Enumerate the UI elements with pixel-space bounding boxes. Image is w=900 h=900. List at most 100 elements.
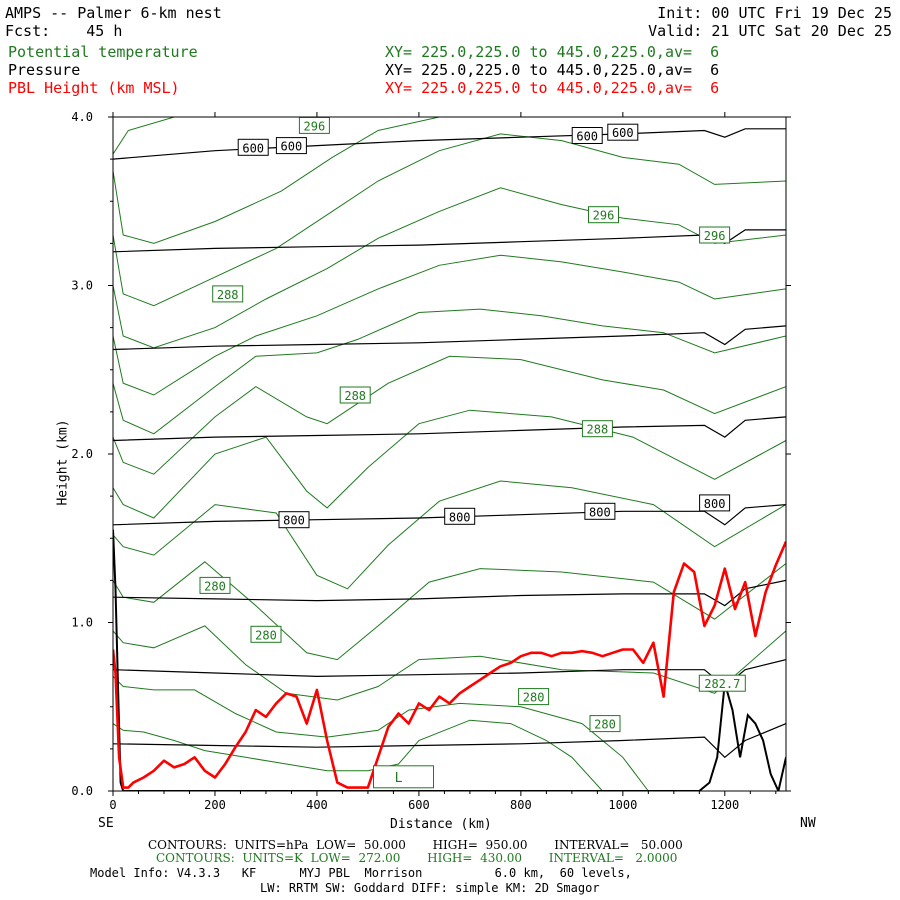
low-marker: L bbox=[395, 771, 403, 786]
y-tick-label: 3.0 bbox=[71, 279, 93, 293]
theta-contour-line bbox=[113, 187, 786, 349]
pressure-label: 600 bbox=[281, 140, 303, 154]
theta-label-box bbox=[199, 576, 231, 594]
x-tick-label: 1200 bbox=[710, 798, 739, 812]
theta-label-box bbox=[250, 625, 282, 643]
y-tick-label: 2.0 bbox=[71, 447, 93, 461]
pressure-contour-700 bbox=[113, 325, 786, 351]
pressure-contour-950 bbox=[113, 723, 786, 759]
cross-section-chart: 600 600 600 600 800 800 800 800 296 296 296 288 288 2… bbox=[71, 110, 791, 812]
theta-contours bbox=[113, 117, 786, 791]
pressure-contour-900 bbox=[113, 659, 786, 688]
theta-label-box bbox=[518, 688, 550, 706]
theta-label-box bbox=[339, 386, 371, 404]
theta-label-box bbox=[699, 226, 731, 244]
theta-label: 296 bbox=[304, 119, 326, 133]
pressure-label: 600 bbox=[242, 141, 264, 155]
pressure-label-box bbox=[699, 494, 731, 512]
pressure-label: 600 bbox=[576, 130, 598, 144]
field-pbl-name: PBL Height (km MSL) bbox=[8, 79, 180, 97]
pressure-contour-750 bbox=[113, 416, 786, 442]
footer-pressure-contours: CONTOURS: UNITS=hPa LOW= 50.000 HIGH= 95… bbox=[148, 838, 683, 852]
x-tick-label: 600 bbox=[408, 798, 430, 812]
nw-end-label: NW bbox=[800, 816, 816, 831]
field-theta-xy: XY= 225.0,225.0 to 445.0,225.0,av= 6 bbox=[385, 43, 720, 61]
contour-labels: 600 600 600 600 800 800 800 800 296 296 296 288 288 2… bbox=[199, 116, 746, 789]
theta-label-box bbox=[589, 715, 621, 733]
pressure-label: 800 bbox=[283, 514, 305, 528]
pressure-label-box bbox=[275, 137, 307, 155]
theta-contour-line bbox=[113, 308, 786, 435]
x-tick-label: 800 bbox=[510, 798, 532, 812]
theta-label: 280 bbox=[523, 691, 545, 705]
x-tick-label: 400 bbox=[306, 798, 328, 812]
pressure-contours bbox=[113, 128, 786, 759]
terrain-line bbox=[113, 529, 786, 791]
pressure-label: 800 bbox=[589, 505, 611, 519]
x-tick-label: 0 bbox=[109, 798, 116, 812]
theta-label-box bbox=[698, 674, 746, 692]
plot-frame bbox=[112, 116, 787, 792]
theta-contour-line bbox=[113, 254, 786, 396]
model-title: AMPS -- Palmer 6-km nest bbox=[5, 4, 222, 22]
forecast-label: Fcst: bbox=[5, 22, 51, 40]
theta-label: 280 bbox=[594, 718, 616, 732]
forecast-hour: Fcst: 45 h bbox=[5, 22, 122, 40]
terrain-outline bbox=[113, 529, 786, 791]
theta-label: 288 bbox=[344, 389, 366, 403]
init-time: Init: 00 UTC Fri 19 Dec 25 bbox=[657, 4, 892, 22]
pbl-height-series bbox=[113, 541, 786, 789]
pressure-label: 800 bbox=[704, 497, 726, 511]
se-end-label: SE bbox=[98, 816, 114, 831]
pressure-label: 600 bbox=[612, 126, 634, 140]
y-tick-label: 0.0 bbox=[71, 784, 93, 798]
theta-contour-line bbox=[113, 719, 603, 791]
pbl-height-line bbox=[113, 541, 786, 789]
theta-contour-line bbox=[113, 480, 786, 590]
pressure-contour-650 bbox=[113, 229, 786, 253]
footer-physics-info: LW: RRTM SW: Goddard DIFF: simple KM: 2D… bbox=[260, 881, 600, 895]
pressure-label-box bbox=[584, 502, 616, 520]
theta-label: 288 bbox=[217, 288, 239, 302]
pressure-contour-800 bbox=[113, 504, 786, 526]
axes: 0 200 400 600 800 1000 1200 0.0 1.0 2.0 3.0 4.0 bbox=[71, 110, 791, 812]
pressure-label-box bbox=[444, 507, 476, 525]
x-tick-label: 200 bbox=[204, 798, 226, 812]
theta-label: 282.7 bbox=[704, 677, 740, 691]
theta-label-box bbox=[588, 206, 619, 224]
valid-time: Valid: 21 UTC Sat 20 Dec 25 bbox=[648, 22, 892, 40]
pressure-label-box bbox=[571, 127, 603, 144]
theta-contour-line bbox=[113, 676, 649, 791]
y-axis-label: Height (km) bbox=[55, 419, 71, 506]
footer-theta-contours: CONTOURS: UNITS=K LOW= 272.00 HIGH= 430.… bbox=[156, 851, 678, 865]
pressure-contour-600 bbox=[113, 128, 786, 160]
field-pressure-xy: XY= 225.0,225.0 to 445.0,225.0,av= 6 bbox=[385, 61, 720, 79]
theta-contour-line bbox=[113, 117, 786, 244]
field-pbl-xy: XY= 225.0,225.0 to 445.0,225.0,av= 6 bbox=[385, 79, 720, 97]
pressure-label: 800 bbox=[449, 510, 471, 524]
theta-contour-line bbox=[113, 561, 786, 661]
theta-label-box bbox=[581, 420, 613, 438]
field-theta-name: Potential temperature bbox=[8, 43, 198, 61]
theta-label: 288 bbox=[587, 423, 609, 437]
theta-contour-line bbox=[113, 133, 786, 307]
y-tick-label: 4.0 bbox=[71, 110, 93, 124]
pressure-label-box bbox=[607, 123, 639, 141]
theta-label: 280 bbox=[204, 579, 226, 593]
forecast-value: 45 h bbox=[86, 22, 123, 40]
x-tick-label: 1000 bbox=[608, 798, 637, 812]
theta-contour-line bbox=[113, 625, 786, 701]
pressure-label-box bbox=[278, 511, 310, 529]
field-pressure-name: Pressure bbox=[8, 61, 81, 79]
theta-contour-line bbox=[113, 409, 786, 519]
theta-contour-line bbox=[113, 117, 786, 155]
footer-model-info: Model Info: V4.3.3 KF MYJ PBL Morrison 6… bbox=[90, 866, 632, 880]
pressure-contour-850 bbox=[113, 579, 786, 607]
theta-label: 280 bbox=[255, 628, 277, 642]
x-axis-label: Distance (km) bbox=[390, 817, 492, 832]
theta-label: 296 bbox=[593, 209, 615, 223]
pressure-label-box bbox=[237, 138, 269, 156]
y-tick-label: 1.0 bbox=[71, 616, 93, 630]
theta-label: 296 bbox=[704, 229, 726, 243]
theta-label-box bbox=[212, 285, 244, 303]
